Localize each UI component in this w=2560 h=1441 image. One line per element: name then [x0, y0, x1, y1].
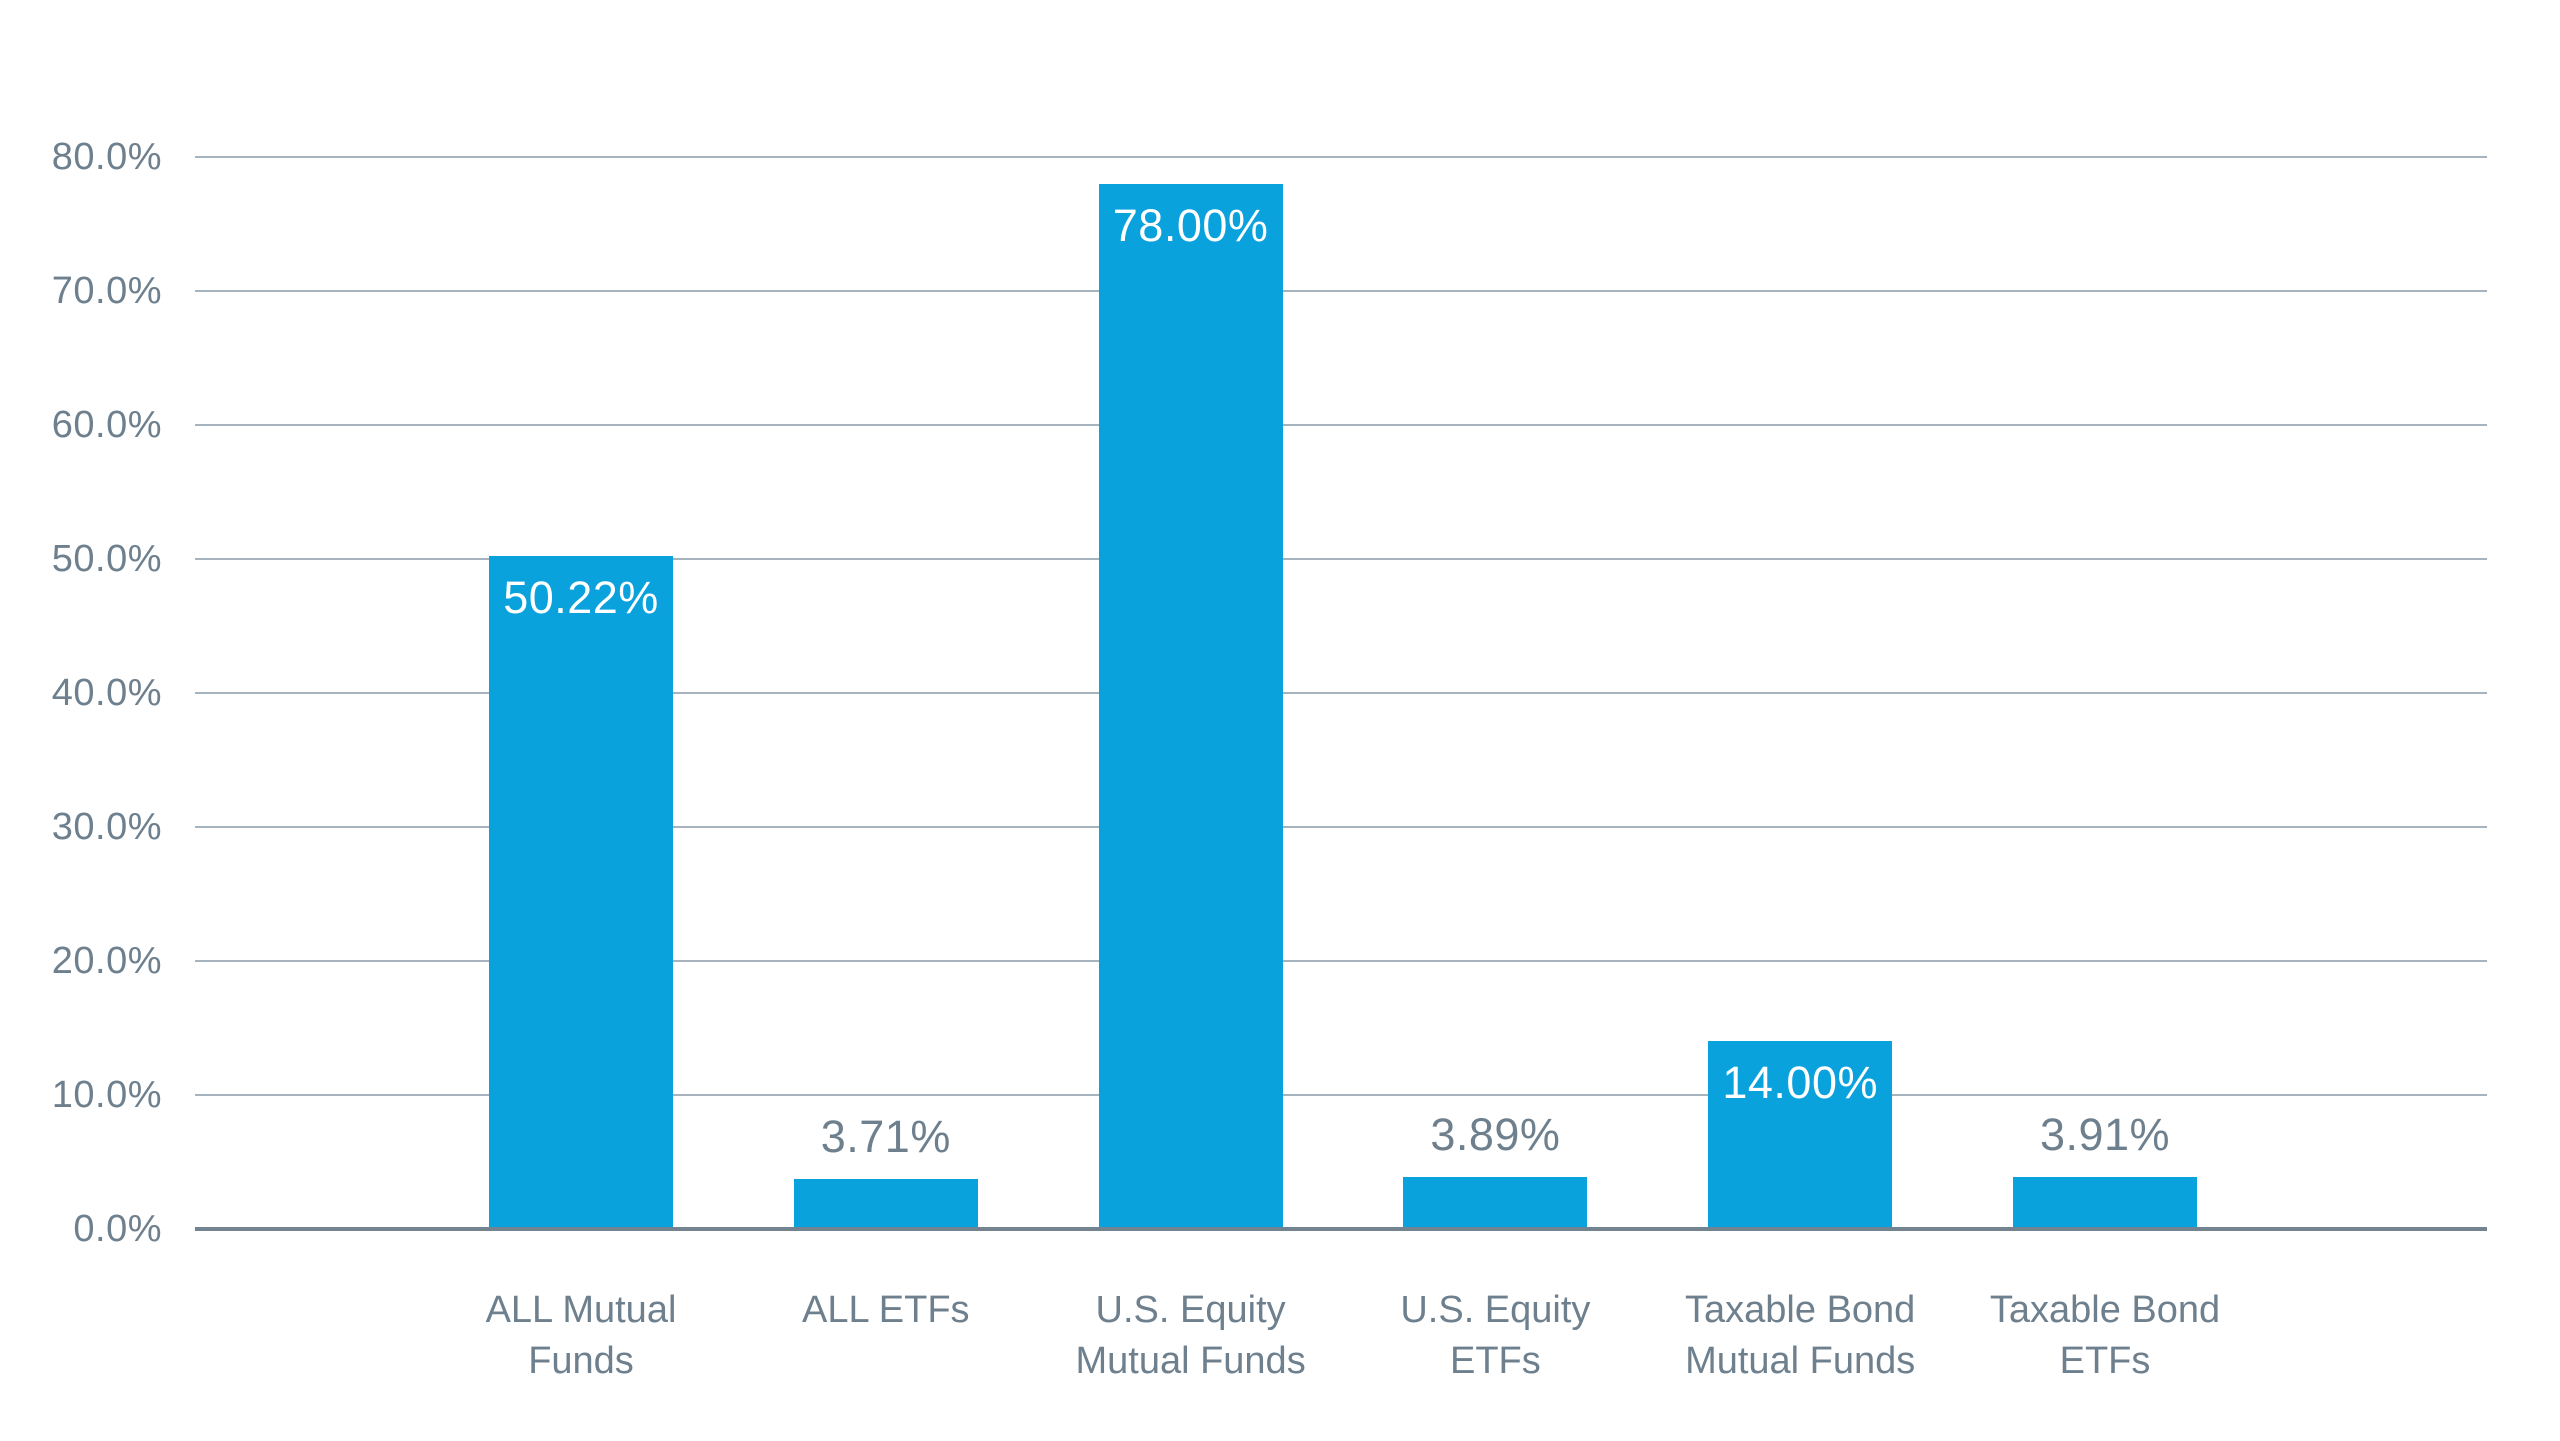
gridline: [195, 558, 2487, 560]
gridline: [195, 960, 2487, 962]
y-axis-tick-label: 60.0%: [51, 404, 162, 446]
bar: [489, 556, 673, 1227]
bar: [1098, 183, 1283, 1227]
bar: [793, 1179, 978, 1227]
y-axis-tick-label: 80.0%: [51, 136, 162, 178]
x-axis-category-label: ALL Mutual Funds: [485, 1289, 677, 1382]
bar: [1403, 1176, 1588, 1227]
bar-value-label: 14.00%: [1722, 1057, 1878, 1109]
y-axis-tick-label: 30.0%: [51, 806, 162, 848]
x-axis-line: [195, 1227, 2487, 1231]
gridline: [195, 692, 2487, 694]
gridline: [195, 290, 2487, 292]
bar-value-label: 3.91%: [2039, 1108, 2171, 1160]
y-axis-tick-label: 20.0%: [51, 940, 162, 982]
x-axis-category-label: ALL ETFs: [802, 1289, 970, 1331]
y-axis-tick-label: 50.0%: [51, 538, 162, 580]
x-axis-category-label: U.S. Equity ETFs: [1400, 1289, 1591, 1382]
x-axis-category-label: Taxable Bond ETFs: [1989, 1289, 2221, 1382]
y-axis-tick-label: 0.0%: [73, 1208, 162, 1250]
bar: [2013, 1176, 2197, 1227]
gridline: [195, 1094, 2487, 1096]
x-axis-category-label: U.S. Equity Mutual Funds: [1075, 1289, 1306, 1382]
bar-value-label: 50.22%: [503, 572, 659, 624]
bar-value-label: 3.71%: [820, 1111, 951, 1163]
bar: [1708, 1041, 1893, 1227]
y-axis-tick-label: 40.0%: [51, 672, 162, 714]
y-axis-tick-label: 10.0%: [51, 1074, 162, 1116]
y-axis-tick-label: 70.0%: [51, 270, 162, 312]
bar-value-label: 78.00%: [1112, 199, 1269, 251]
x-axis-category-label: Taxable Bond Mutual Funds: [1685, 1289, 1916, 1382]
bar-value-label: 3.89%: [1430, 1108, 1561, 1160]
gridline: [195, 826, 2487, 828]
gridline: [195, 424, 2487, 426]
gridline: [195, 156, 2487, 158]
